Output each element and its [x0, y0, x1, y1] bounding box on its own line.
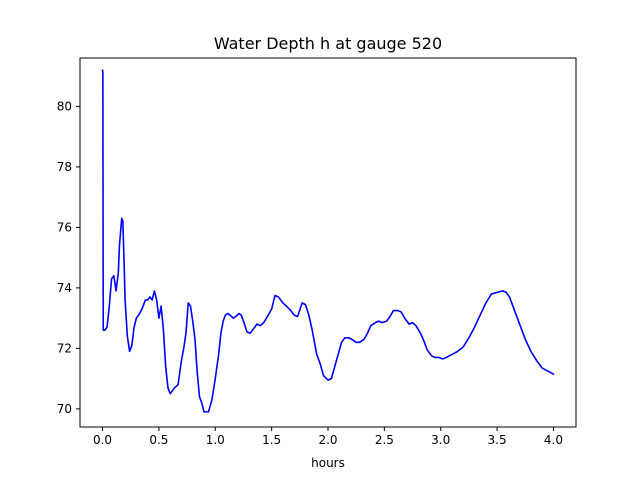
- x-tick-label: 1.5: [262, 433, 281, 447]
- y-tick-label: 80: [57, 99, 72, 113]
- x-tick-label: 3.5: [488, 433, 507, 447]
- x-tick-label: 2.5: [375, 433, 394, 447]
- series-layer: [101, 69, 555, 413]
- series-line: [101, 69, 555, 413]
- y-tick-label: 78: [57, 160, 72, 174]
- x-tick-label: 0.5: [149, 433, 168, 447]
- x-tick-label: 1.0: [206, 433, 225, 447]
- axis-ticks: 0.0 0.5 1.0 1.5 2.0 2.5 3.0 3.5 4.0 70 72 74 76 78 80: [57, 99, 563, 447]
- plot-frame: [79, 57, 577, 428]
- x-tick-label: 4.0: [544, 433, 563, 447]
- y-tick-label: 74: [57, 281, 72, 295]
- x-tick-label: 3.0: [431, 433, 450, 447]
- y-tick-label: 76: [57, 220, 72, 234]
- y-tick-label: 70: [57, 402, 72, 416]
- x-tick-label: 2.0: [318, 433, 337, 447]
- x-axis-label: hours: [311, 456, 345, 470]
- x-tick-label: 0.0: [93, 433, 112, 447]
- y-tick-label: 72: [57, 341, 72, 355]
- chart-title: Water Depth h at gauge 520: [214, 34, 442, 53]
